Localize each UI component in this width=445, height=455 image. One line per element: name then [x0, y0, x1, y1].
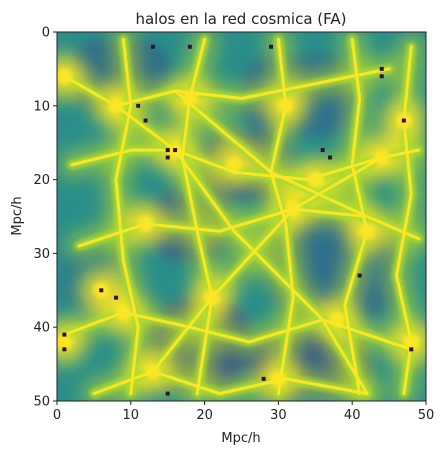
x-axis-ticks: 0 10 20 30 40 50 — [53, 401, 434, 423]
filament-core-layer — [62, 37, 421, 396]
halo-marker — [269, 44, 274, 49]
y-tick-label: 30 — [33, 247, 50, 262]
halo-marker — [165, 155, 170, 160]
x-tick-label: 0 — [53, 408, 61, 423]
x-tick-label: 40 — [344, 408, 361, 423]
halo-marker — [136, 103, 141, 108]
halo-marker — [401, 118, 406, 123]
halo-marker — [379, 66, 384, 71]
halo-marker — [114, 295, 119, 300]
filament-core — [114, 37, 140, 396]
halo-marker — [62, 332, 67, 337]
filament-core — [77, 207, 421, 248]
filament-core — [62, 67, 391, 108]
halo-marker — [143, 118, 148, 123]
y-tick-label: 0 — [42, 26, 50, 41]
halo-marker — [165, 391, 170, 396]
heatmap-plot-area — [57, 32, 426, 401]
y-tick-label: 20 — [33, 173, 50, 188]
filament-knot — [57, 333, 73, 350]
filament-core — [173, 89, 369, 218]
x-axis-label: Mpc/h — [221, 431, 260, 446]
y-tick-label: 10 — [33, 99, 50, 114]
halo-marker — [62, 347, 67, 352]
plot-frame — [56, 31, 427, 402]
chart-title: halos en la red cosmica (FA) — [135, 10, 346, 28]
halo-marker — [261, 376, 266, 381]
halo-marker — [150, 44, 155, 49]
filament-core — [114, 104, 369, 396]
halo-marker — [357, 273, 362, 278]
y-tick-label: 40 — [33, 321, 50, 336]
halo-markers — [62, 44, 414, 396]
y-axis-ticks: 0 10 20 30 40 50 — [33, 26, 57, 410]
x-tick-label: 50 — [418, 408, 435, 423]
filament-knot — [226, 156, 243, 173]
filament-core — [343, 37, 369, 396]
filament-core — [62, 310, 413, 351]
y-axis-label: Mpc/h — [10, 196, 25, 235]
x-tick-label: 30 — [270, 408, 287, 423]
filament-core — [269, 37, 295, 396]
halo-marker — [165, 148, 170, 153]
y-tick-label: 50 — [33, 395, 50, 410]
halo-marker — [99, 288, 104, 293]
halo-marker — [328, 155, 333, 160]
filament-core — [151, 156, 384, 373]
filament-core — [181, 37, 214, 396]
halo-marker — [187, 44, 192, 49]
halo-marker — [379, 74, 384, 79]
halo-marker — [320, 148, 325, 153]
halo-marker — [173, 148, 178, 153]
halo-marker — [409, 347, 414, 352]
x-tick-label: 10 — [123, 408, 140, 423]
x-tick-label: 20 — [196, 408, 213, 423]
